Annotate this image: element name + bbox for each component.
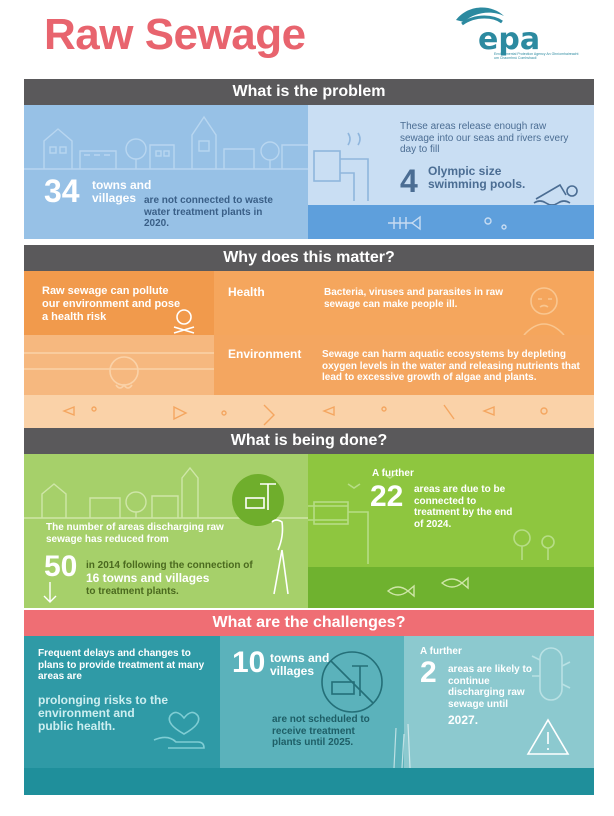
health-title: Health: [228, 285, 265, 299]
heart-hand-icon: [153, 711, 205, 749]
release-description: These areas release enough raw sewage in…: [400, 121, 569, 155]
fish-skeleton-icon: [388, 215, 507, 231]
sewage-pipe-icon: [313, 132, 369, 201]
reduced-count: 50: [44, 550, 78, 583]
matter-intro-panel: Raw sewage can pollute our environment a…: [24, 271, 214, 335]
pools-label: Olympic size swimming pools.: [428, 164, 526, 192]
footer-strip: [24, 723, 594, 795]
warning-icon: [526, 718, 570, 755]
section-heading-matter: Why does this matter?: [24, 245, 594, 271]
health-description: Bacteria, viruses and parasites in raw s…: [324, 287, 503, 310]
ten-towns-panel: 10 towns and villages are not scheduled …: [220, 636, 404, 768]
no-treatment-plant-icon: [321, 651, 383, 713]
delays-description: Frequent delays and changes to plans to …: [38, 648, 205, 682]
two-year: 2027.: [448, 713, 479, 727]
river-strip: [308, 567, 594, 608]
sick-person-icon: [523, 287, 565, 336]
delays-panel: Frequent delays and changes to plans to …: [24, 636, 220, 768]
logo-swirl-icon: [456, 7, 504, 26]
problem-towns-panel: 34 towns and villages are not connected …: [24, 105, 308, 239]
connected-description: to treatment plants.: [86, 586, 179, 597]
environment-description: Sewage can harm aquatic ecosystems by de…: [322, 349, 580, 383]
further-count: 22: [370, 480, 404, 513]
ten-count: 10: [232, 646, 266, 679]
debris-icons: [62, 404, 548, 426]
epa-logo: [448, 2, 578, 68]
logo-subtitle: Environmental Protection Agency An Ghnío…: [494, 52, 579, 60]
towns-label: towns and villages: [92, 178, 152, 206]
environment-panel: Environment Sewage can harm aquatic ecos…: [214, 335, 594, 395]
risk-description: prolonging risks to the environment and …: [38, 693, 169, 734]
page-title: Raw Sewage: [44, 10, 306, 59]
done-reduced-panel: The number of areas discharging raw sewa…: [24, 454, 308, 608]
further-description: areas are due to be connected to treatme…: [414, 484, 513, 530]
environment-title: Environment: [228, 347, 302, 361]
town-skyline-icon: [24, 115, 308, 170]
town-treatment-icon: [24, 466, 308, 603]
section-heading-challenges: What are the challenges?: [24, 610, 594, 636]
ten-description: are not scheduled to receive treatment p…: [272, 714, 370, 748]
reeds-icon: [393, 723, 411, 769]
bacteria-icon: [531, 647, 571, 701]
logo-wordmark: epa: [478, 22, 541, 57]
section-heading-done: What is being done?: [24, 428, 594, 454]
two-count: 2: [420, 656, 437, 689]
outfall-pipe-icon: [24, 352, 214, 389]
further-label: A further: [372, 468, 414, 479]
towns-count: 34: [44, 173, 80, 209]
reduced-description: The number of areas discharging raw sewa…: [46, 522, 224, 545]
water-strip: [308, 205, 594, 239]
reduced-description-2: in 2014 following the connection of: [86, 560, 253, 571]
matter-intro: Raw sewage can pollute our environment a…: [42, 285, 181, 324]
skull-icon: [173, 309, 195, 334]
fish-icon: [386, 576, 469, 598]
section-heading-problem: What is the problem: [24, 79, 594, 105]
treatment-pipe-icon: [308, 473, 555, 564]
connected-label: 16 towns and villages: [86, 571, 210, 585]
two-further-label: A further: [420, 646, 462, 657]
two-description: areas are likely to continue discharging…: [448, 664, 532, 710]
two-areas-panel: A further 2 areas are likely to continue…: [404, 636, 594, 768]
health-panel: Health Bacteria, viruses and parasites i…: [214, 271, 594, 336]
pools-count: 4: [400, 163, 418, 199]
sediment-strip: [24, 395, 594, 428]
towns-description: are not connected to waste water treatme…: [144, 195, 273, 229]
ten-label: towns and villages: [270, 651, 330, 679]
